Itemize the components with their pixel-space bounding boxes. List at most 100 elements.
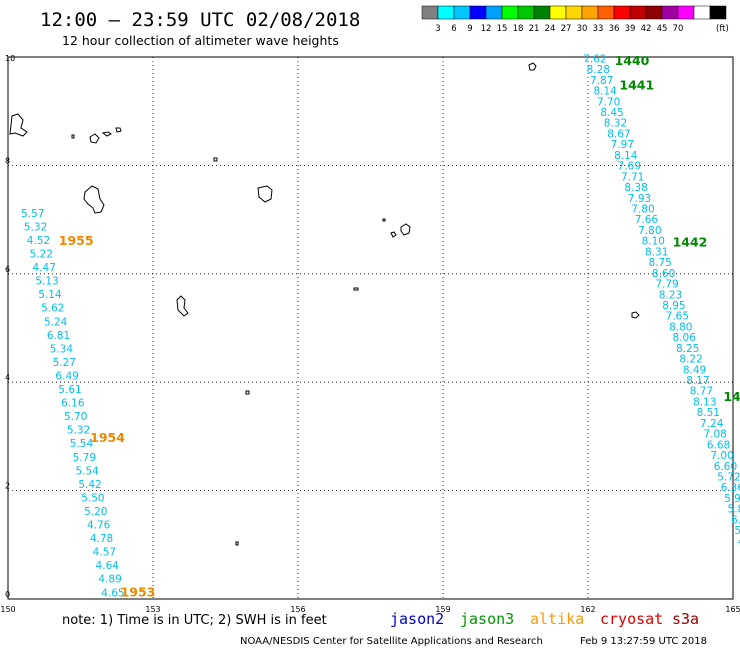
wave-height-value: 8.25 [676, 343, 699, 355]
wave-height-value: 4 [738, 536, 740, 548]
wave-height-value: 5.27 [53, 357, 76, 369]
satellite-jason3-label: jason3 [460, 610, 514, 628]
wave-height-value: 5.22 [30, 249, 53, 261]
wave-height-value: 8.32 [604, 118, 627, 130]
wave-height-value: 8.77 [690, 386, 713, 398]
colorbar-swatch [661, 5, 679, 20]
wave-height-value: 5.32 [24, 221, 47, 233]
colorbar-swatch [645, 5, 663, 20]
wave-height-value: 6.68 [707, 439, 730, 451]
wave-height-value: 8.14 [593, 86, 617, 98]
lat-tick-label: 6 [5, 265, 10, 274]
lon-tick-label: 153 [145, 605, 160, 614]
credit-line: NOAA/NESDIS Center for Satellite Applica… [240, 636, 543, 647]
island-outline [213, 157, 218, 162]
colorbar-label: 33 [593, 24, 604, 34]
colorbar-label: 18 [513, 24, 524, 34]
wave-height-value: 5.14 [38, 289, 62, 301]
wave-height-value: 8.13 [693, 396, 716, 408]
wave-height-value: 8.80 [669, 321, 692, 333]
wave-height-value: 8.60 [652, 268, 675, 280]
wave-height-value: 7.69 [618, 161, 641, 173]
island-outline [115, 127, 122, 133]
wave-height-value: 7.66 [635, 214, 659, 226]
wave-height-value: 8.75 [648, 257, 671, 269]
units-note: note: 1) Time is in UTC; 2) SWH is in fe… [62, 613, 327, 628]
colorbar-label: 27 [561, 24, 572, 34]
wave-height-value: 8.23 [659, 289, 682, 301]
wave-height-value: 8.51 [697, 407, 720, 419]
lat-tick-label: 2 [5, 482, 10, 491]
colorbar-label: 9 [467, 24, 472, 34]
colorbar-label: 45 [657, 24, 668, 34]
island-outline [89, 133, 100, 144]
wave-height-value: 4.47 [33, 262, 56, 274]
wave-height-value: 7.71 [621, 171, 644, 183]
island-outline [9, 113, 28, 137]
island-outline [528, 62, 537, 71]
colorbar-swatch [693, 5, 711, 20]
island-outline [631, 311, 640, 319]
wave-height-value: 6.60 [714, 461, 737, 473]
wave-height-value: 5.24 [44, 316, 68, 328]
island-outline [382, 218, 386, 222]
wave-height-value: 8.14 [614, 150, 638, 162]
map-title: 12:00 – 23:59 UTC 02/08/2018 [40, 9, 360, 31]
island-outline [235, 541, 239, 546]
island-outline [245, 390, 250, 395]
wave-height-value: 7.97 [611, 139, 634, 151]
pass-time-label: 1954 [90, 430, 125, 445]
wave-height-value: 4.89 [98, 574, 121, 586]
wave-height-value: 5.34 [50, 343, 74, 355]
wave-height-value: 8.17 [686, 375, 709, 387]
pass-time-label: 14 [723, 389, 740, 404]
pass-time-label: 1441 [619, 78, 654, 93]
colorbar-label: 3 [435, 24, 440, 34]
wave-height-value: 5.70 [64, 411, 87, 423]
colorbar-unit: (ft) [716, 24, 729, 34]
wave-height-value: 5.90 [724, 493, 740, 505]
wave-height-value: 7.62 [583, 53, 606, 65]
satellite-s3a-label: s3a [672, 610, 699, 628]
wave-height-value: 4.65 [101, 587, 124, 599]
wave-height-value: 7.08 [703, 429, 726, 441]
colorbar-label: 42 [641, 24, 652, 34]
map-frame [7, 56, 734, 600]
wave-height-value: 5. [734, 525, 740, 537]
lat-tick-label: 10 [5, 54, 15, 63]
satellite-jason2-label: jason2 [390, 610, 444, 628]
island-outline [257, 185, 273, 203]
colorbar-label: 24 [545, 24, 556, 34]
wave-height-value: 8.28 [587, 64, 610, 76]
wave-height-value: 7.87 [590, 75, 613, 87]
satellite-cryosat-label: cryosat [600, 610, 663, 628]
map-subtitle: 12 hour collection of altimeter wave hei… [62, 33, 339, 48]
lat-tick-label: 8 [5, 156, 10, 165]
wave-height-colorbar: 3 6 9 12 15 18 21 24 27 30 33 36 39 42 45 70 [421, 5, 727, 34]
generated-timestamp: Feb 9 13:27:59 UTC 2018 [580, 636, 707, 647]
wave-height-value: 8.49 [683, 364, 706, 376]
colorbar-label: 12 [481, 24, 492, 34]
wave-height-value: 5.62 [41, 303, 64, 315]
wave-height-value: 6.81 [47, 330, 70, 342]
island-outlines [9, 62, 640, 546]
wave-height-value: 5.54 [70, 438, 94, 450]
pass-time-label: 1953 [121, 584, 156, 599]
axis-tick-labels: 150 153 156 159 162 165 0 2 4 6 8 10 [0, 54, 740, 614]
wave-height-value: 5.20 [84, 506, 107, 518]
colorbar-swatch [421, 5, 439, 20]
colorbar-swatch [549, 5, 567, 20]
colorbar-swatch [453, 5, 471, 20]
colorbar-swatch [709, 5, 727, 20]
lon-tick-label: 159 [435, 605, 450, 614]
wave-height-value: 8.95 [662, 300, 685, 312]
wave-height-value: 5.32 [67, 425, 90, 437]
colorbar-swatch [629, 5, 647, 20]
colorbar-label: 70 [673, 24, 684, 34]
colorbar-label: 21 [529, 24, 540, 34]
colorbar-swatch [677, 5, 695, 20]
wave-height-value: 7.00 [710, 450, 733, 462]
lat-lon-grid [8, 57, 733, 599]
wave-height-value: 5.8 [728, 504, 740, 516]
